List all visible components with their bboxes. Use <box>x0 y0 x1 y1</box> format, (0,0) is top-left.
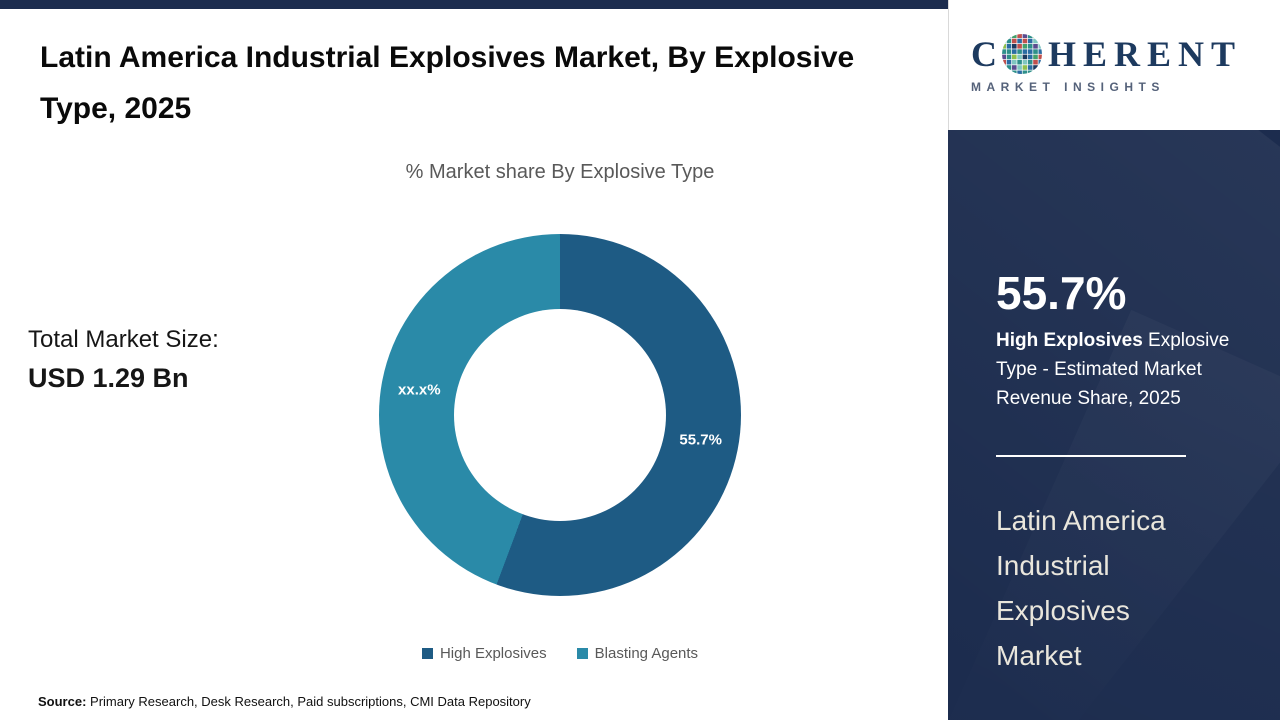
logo-mosaic-globe-icon <box>1001 33 1043 75</box>
logo-wordmark: C HERENT <box>971 33 1280 75</box>
sidebar-market-name: Latin America Industrial Explosives Mark… <box>996 505 1166 671</box>
logo-suffix: HERENT <box>1048 34 1243 74</box>
slice-label: 55.7% <box>679 431 722 449</box>
slice-label: xx.x% <box>398 381 441 399</box>
legend-item: Blasting Agents <box>576 645 699 662</box>
top-border-strip <box>0 0 948 9</box>
stat-description-rest: Explosive Type - Estimated Market Revenu… <box>996 330 1230 409</box>
legend-item: High Explosives <box>421 645 547 662</box>
source-note: Source: Primary Research, Desk Research,… <box>38 694 531 709</box>
stat-description-bold: High Explosives <box>996 330 1143 351</box>
stat-description: High Explosives Explosive Type - Estimat… <box>996 326 1248 413</box>
chart-legend: High Explosives Blasting Agents <box>280 645 840 662</box>
chart-title: % Market share By Explosive Type <box>405 161 715 183</box>
legend-swatch <box>421 648 433 659</box>
legend-label: High Explosives <box>439 645 547 662</box>
logo-prefix: C <box>971 34 1004 74</box>
mosaic-grid <box>1002 34 1042 74</box>
logo-tagline: MARKET INSIGHTS <box>971 80 1165 94</box>
legend-swatch <box>576 648 588 659</box>
donut-chart: 55.7% xx.x% <box>379 234 741 596</box>
market-size-label: Total Market Size: <box>28 326 219 353</box>
market-size-value: USD 1.29 Bn <box>28 363 189 393</box>
highlight-sidebar: 55.7% High Explosives Explosive Type - E… <box>948 130 1280 720</box>
legend-label: Blasting Agents <box>594 645 699 662</box>
donut-hole <box>454 309 666 521</box>
sidebar-divider <box>996 455 1186 457</box>
page-title: Latin America Industrial Explosives Mark… <box>40 41 855 125</box>
source-label: Source: <box>38 694 87 709</box>
stat-value: 55.7% <box>996 267 1127 319</box>
market-size-block: Total Market Size: USD 1.29 Bn <box>28 326 219 394</box>
brand-logo: C HERENT MARKET INSIGHTS <box>948 0 1280 130</box>
source-text: Primary Research, Desk Research, Paid su… <box>86 694 531 709</box>
